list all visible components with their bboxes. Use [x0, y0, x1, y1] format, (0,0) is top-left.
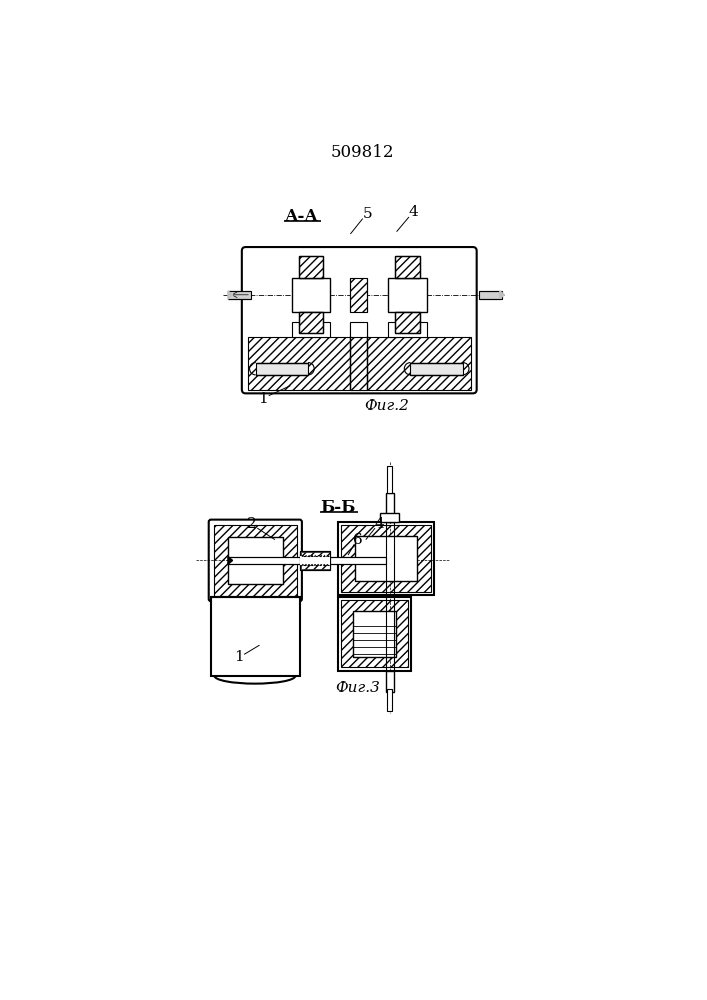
Bar — [228, 291, 251, 299]
Bar — [351, 336, 368, 389]
Bar — [479, 291, 502, 299]
Bar — [300, 551, 330, 570]
Bar — [299, 312, 324, 333]
Text: 509812: 509812 — [330, 144, 394, 161]
Bar — [301, 552, 329, 569]
Bar — [292, 278, 330, 312]
Bar — [211, 597, 300, 676]
Polygon shape — [228, 291, 232, 299]
Text: 1: 1 — [234, 650, 244, 664]
Text: 1: 1 — [259, 392, 268, 406]
Bar — [341, 525, 431, 592]
FancyBboxPatch shape — [209, 520, 302, 601]
Polygon shape — [228, 291, 233, 299]
Bar — [387, 466, 392, 493]
Bar — [300, 551, 330, 570]
Text: Б-Б: Б-Б — [320, 499, 356, 516]
Bar — [300, 556, 330, 565]
Bar — [214, 525, 296, 596]
Text: 4: 4 — [409, 205, 419, 219]
Text: 6: 6 — [354, 533, 363, 547]
Bar — [354, 611, 396, 657]
Bar — [387, 689, 392, 711]
Text: 4: 4 — [374, 517, 384, 531]
Bar — [228, 537, 283, 584]
Bar — [299, 256, 324, 278]
Bar — [355, 536, 417, 581]
Bar — [228, 557, 386, 564]
Polygon shape — [228, 557, 233, 564]
Bar — [380, 513, 399, 522]
Bar — [395, 256, 420, 278]
Text: Фиг.3: Фиг.3 — [336, 681, 380, 695]
Bar — [292, 322, 330, 337]
Bar — [388, 322, 426, 337]
Bar — [341, 600, 408, 667]
Bar — [388, 278, 426, 312]
Bar — [411, 363, 463, 375]
Polygon shape — [500, 291, 504, 299]
Bar — [395, 312, 420, 333]
Bar — [386, 671, 394, 692]
Bar — [338, 522, 434, 595]
FancyBboxPatch shape — [242, 247, 477, 393]
Text: Фиг.2: Фиг.2 — [364, 399, 409, 413]
Bar — [256, 363, 308, 375]
Bar — [248, 337, 471, 389]
Text: 2: 2 — [247, 517, 257, 531]
Text: 5: 5 — [363, 207, 372, 221]
Bar — [351, 278, 368, 312]
Bar — [386, 493, 394, 522]
Text: А-А: А-А — [285, 208, 319, 225]
Bar — [351, 323, 368, 336]
Bar — [338, 597, 411, 671]
Bar — [351, 322, 368, 337]
